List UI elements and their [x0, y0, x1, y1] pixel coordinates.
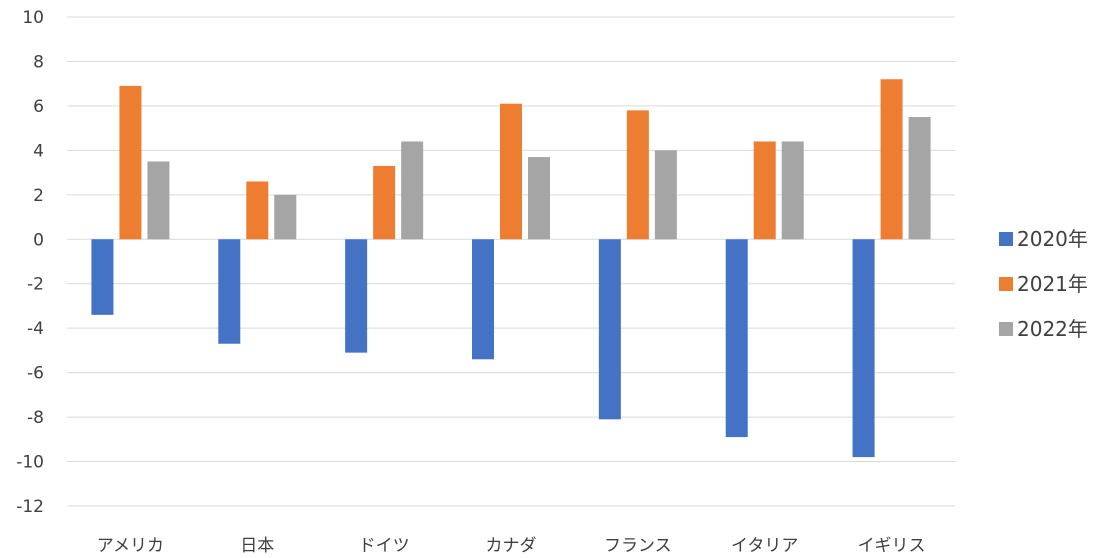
- bar-2021年-ドイツ: [373, 165, 396, 240]
- legend-label: 2022年: [1017, 317, 1088, 341]
- y-tick-label: -2: [27, 275, 44, 295]
- y-tick-label: -4: [27, 319, 44, 339]
- x-category-label: ドイツ: [359, 536, 410, 556]
- y-tick-label: 6: [33, 97, 44, 117]
- bar-2020年-ドイツ: [345, 239, 368, 353]
- bar-2021年-アメリカ: [119, 85, 142, 240]
- bar-2022年-アメリカ: [147, 161, 170, 240]
- bar-2022年-ドイツ: [401, 141, 424, 240]
- x-category-label: イギリス: [858, 536, 926, 556]
- y-tick-label: -6: [27, 364, 44, 384]
- bar-2021年-日本: [246, 181, 269, 240]
- y-tick-label: 10: [22, 8, 44, 28]
- x-category-label: カナダ: [486, 536, 537, 556]
- gridlines: [67, 16, 955, 507]
- x-category-label: 日本: [240, 536, 274, 556]
- legend-swatch-2020年: [999, 232, 1013, 246]
- bar-2020年-カナダ: [472, 239, 494, 360]
- bar-2020年-アメリカ: [91, 239, 114, 315]
- y-tick-label: -12: [16, 497, 44, 517]
- bars: [91, 79, 931, 458]
- y-tick-label: -8: [27, 408, 44, 428]
- bar-2022年-イギリス: [908, 117, 931, 240]
- bar-2020年-フランス: [598, 239, 621, 420]
- x-axis-categories: アメリカ 日本 ドイツ カナダ フランス イタリア イギリス: [97, 536, 926, 556]
- bar-2021年-イギリス: [880, 79, 903, 240]
- y-axis-ticks: 10 8 6 4 2 0 -2 -4 -6 -8 -10 -12: [16, 8, 44, 517]
- bar-2022年-イタリア: [781, 141, 804, 240]
- legend-label: 2020年: [1017, 227, 1088, 251]
- bar-2022年-フランス: [654, 150, 677, 240]
- bar-2020年-イギリス: [852, 239, 875, 458]
- bar-2021年-イタリア: [753, 141, 776, 240]
- legend-swatch-2022年: [999, 322, 1013, 336]
- x-category-label: アメリカ: [97, 536, 164, 556]
- legend-label: 2021年: [1017, 272, 1088, 296]
- y-tick-label: 8: [33, 52, 44, 72]
- bar-2020年-イタリア: [725, 239, 748, 438]
- bar-2022年-カナダ: [528, 157, 550, 240]
- y-tick-label: 2: [33, 186, 44, 206]
- x-category-label: フランス: [604, 536, 672, 556]
- y-tick-label: 0: [33, 230, 44, 250]
- y-tick-label: -10: [16, 453, 44, 473]
- legend-swatch-2021年: [999, 277, 1013, 291]
- bar-2021年-カナダ: [500, 103, 522, 240]
- x-category-label: イタリア: [731, 536, 798, 556]
- bar-2022年-日本: [274, 194, 297, 240]
- bar-2021年-フランス: [626, 110, 649, 240]
- bar-2020年-日本: [218, 239, 241, 344]
- y-tick-label: 4: [33, 141, 44, 161]
- legend: 2020年 2021年 2022年: [999, 227, 1088, 341]
